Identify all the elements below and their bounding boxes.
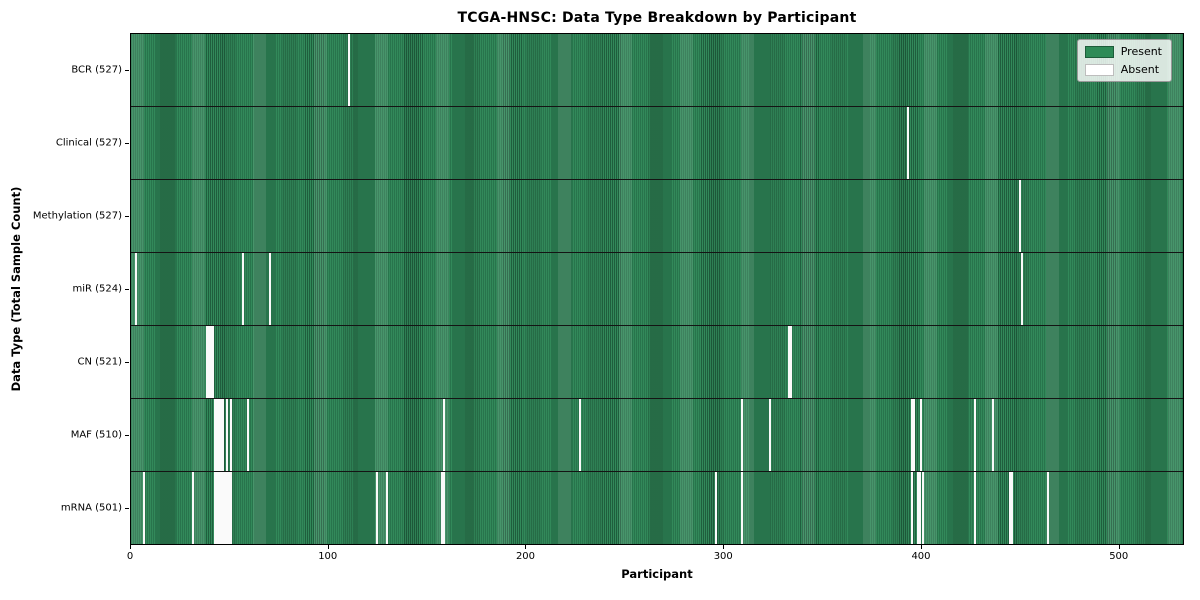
absent-mark [1009,472,1012,544]
absent-mark [790,326,793,398]
y-tick-label: BCR (527) [71,64,122,76]
plot-area: Present Absent [130,33,1184,545]
absent-mark [1046,472,1049,544]
x-tick-mark [920,545,922,549]
absent-mark [1019,180,1022,252]
y-tick-mark [125,142,129,144]
absent-mark [219,472,222,544]
absent-mark [206,326,208,398]
absent-mark [922,472,925,544]
absent-mark [142,472,145,544]
absent-mark [740,399,743,471]
absent-swatch [1084,63,1114,76]
absent-mark [916,472,919,544]
absent-mark [1011,472,1014,544]
x-tick-mark [327,545,329,549]
legend-label: Present [1120,45,1162,58]
absent-mark [269,253,272,325]
x-tick-label: 300 [713,551,733,562]
absent-mark [225,399,228,471]
absent-mark [192,472,195,544]
absent-mark [918,472,921,544]
absent-mark [217,399,220,471]
heatmap-row-maf [131,399,1183,472]
y-tick-label: mRNA (501) [60,502,122,514]
absent-mark [442,472,445,544]
heatmap-row-mrna [131,472,1183,544]
legend: Present Absent [1076,39,1172,82]
legend-label: Absent [1120,63,1160,76]
y-tick-label: Methylation (527) [32,210,122,222]
absent-mark [221,399,224,471]
heatmap-row-methylation [131,180,1183,253]
absent-mark [1021,253,1024,325]
heatmap-row-clinical [131,107,1183,180]
heatmap-row-cn [131,326,1183,399]
absent-mark [247,399,250,471]
chart-title: TCGA-HNSC: Data Type Breakdown by Partic… [457,10,857,26]
x-tick-label: 400 [911,551,931,562]
x-tick-mark [723,545,725,549]
absent-mark [920,399,923,471]
x-tick-mark [1118,545,1120,549]
absent-mark [910,472,913,544]
absent-mark [207,326,210,398]
y-tick-label: miR (524) [72,283,122,295]
absent-mark [440,472,443,544]
absent-mark [219,399,222,471]
y-tick-label: Clinical (527) [55,137,122,149]
absent-mark [209,326,212,398]
absent-mark [910,399,913,471]
absent-mark [906,107,909,179]
absent-mark [225,472,228,544]
absent-mark [223,472,226,544]
x-tick-label: 200 [515,551,536,562]
absent-mark [211,326,214,398]
absent-mark [217,472,220,544]
absent-mark [348,34,351,106]
y-tick-label: MAF (510) [70,429,122,441]
absent-mark [442,399,445,471]
x-axis-label: Participant [621,567,693,581]
absent-mark [213,472,216,544]
absent-mark [229,472,232,544]
absent-mark [215,399,218,471]
x-tick-mark [525,545,527,549]
absent-mark [768,399,771,471]
absent-mark [221,472,224,544]
absent-mark [715,472,718,544]
y-tick-label: CN (521) [77,356,122,368]
absent-mark [973,472,976,544]
heatmap-row-mir [131,253,1183,326]
absent-mark [579,399,582,471]
absent-mark [213,399,216,471]
absent-mark [973,399,976,471]
y-tick-mark [125,435,129,437]
absent-mark [215,472,218,544]
absent-mark [740,472,743,544]
y-tick-mark [125,215,129,217]
absent-mark [788,326,791,398]
absent-mark [912,399,915,471]
y-tick-mark [125,289,129,290]
absent-mark [229,399,232,471]
legend-item-present: Present [1084,45,1162,58]
absent-mark [375,472,378,544]
absent-mark [991,399,994,471]
absent-mark [241,253,244,325]
y-tick-mark [125,508,129,510]
absent-mark [227,472,230,544]
x-tick-mark [130,545,131,549]
absent-mark [385,472,388,544]
x-tick-label: 0 [126,551,134,562]
legend-item-absent: Absent [1084,63,1162,76]
heatmap-row-bcr [131,34,1183,107]
y-tick-mark [125,362,129,364]
x-tick-label: 100 [318,551,338,562]
absent-mark [134,253,137,325]
present-swatch [1084,45,1114,58]
x-tick-label: 500 [1109,551,1129,562]
y-tick-mark [125,69,129,71]
